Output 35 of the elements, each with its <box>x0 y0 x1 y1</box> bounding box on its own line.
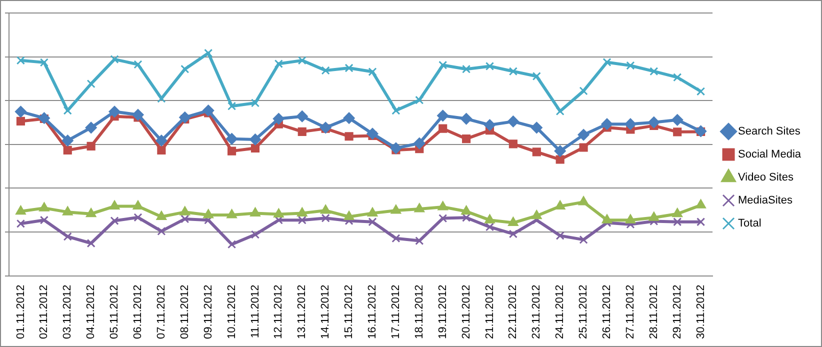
x-tick-label: 01.11.2012 <box>14 284 27 340</box>
x-tick-label: 17.11.2012 <box>390 284 402 340</box>
legend-label: MediaSites <box>738 194 793 207</box>
x-tick-label: 15.11.2012 <box>343 284 356 340</box>
x-tick-label: 03.11.2012 <box>62 284 74 340</box>
x-tick-label: 30.11.2012 <box>694 284 707 340</box>
x-tick-label: 16.11.2012 <box>366 284 379 340</box>
x-tick-label: 13.11.2012 <box>296 284 308 340</box>
x-tick-label: 26.11.2012 <box>601 284 614 340</box>
x-tick-label: 28.11.2012 <box>648 284 660 340</box>
legend-label: Total <box>738 218 762 230</box>
x-tick-label: 21.11.2012 <box>484 284 496 340</box>
x-tick-label: 11.11.2012 <box>249 284 262 338</box>
x-tick-label: 23.11.2012 <box>530 284 543 340</box>
x-tick-label: 27.11.2012 <box>624 284 636 340</box>
x-tick-label: 29.11.2012 <box>671 284 684 340</box>
x-tick-label: 07.11.2012 <box>155 284 168 340</box>
x-tick-label: 25.11.2012 <box>578 284 590 340</box>
x-tick-label: 06.11.2012 <box>132 284 144 340</box>
x-tick-label: 14.11.2012 <box>320 284 332 340</box>
x-tick-label: 12.11.2012 <box>272 284 285 340</box>
x-tick-label: 22.11.2012 <box>507 284 520 340</box>
x-tick-label: 19.11.2012 <box>436 284 449 340</box>
legend-label: Video Sites <box>738 172 794 184</box>
x-tick-label: 10.11.2012 <box>226 284 238 340</box>
x-tick-label: 05.11.2012 <box>108 284 121 340</box>
x-tick-label: 20.11.2012 <box>460 284 472 340</box>
x-tick-label: 24.11.2012 <box>554 284 566 340</box>
legend-label: Search Sites <box>738 126 801 138</box>
x-tick-label: 08.11.2012 <box>178 284 191 340</box>
legend-label: Social Media <box>738 148 802 161</box>
x-tick-label: 09.11.2012 <box>202 284 214 340</box>
x-tick-label: 02.11.2012 <box>38 284 50 340</box>
x-tick-label: 18.11.2012 <box>413 284 426 340</box>
x-tick-label: 04.11.2012 <box>85 284 98 340</box>
